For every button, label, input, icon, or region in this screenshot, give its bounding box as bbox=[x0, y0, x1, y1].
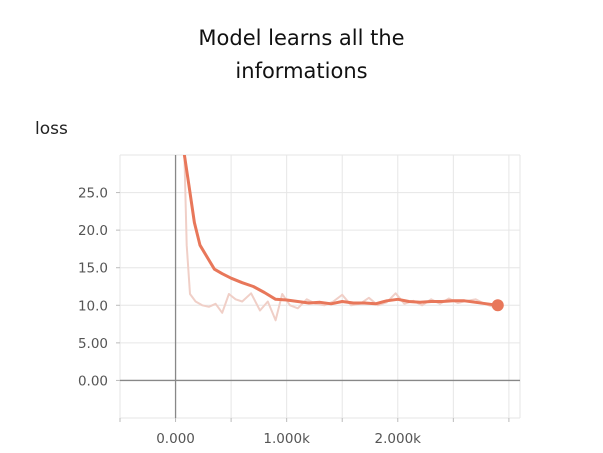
chart-title: Model learns all the informations bbox=[0, 22, 603, 88]
y-tick-label: 10.0 bbox=[78, 298, 108, 314]
y-tick-label: 20.0 bbox=[78, 223, 108, 239]
grid bbox=[119, 154, 521, 419]
y-tick-label: 0.00 bbox=[78, 373, 108, 389]
tick-labels: 0.00 5.00 10.0 15.0 20.0 25.0 0.000 1.000k 2.000… bbox=[78, 186, 421, 447]
loss-label: loss bbox=[35, 119, 68, 139]
smoothed-loss-line bbox=[182, 155, 500, 307]
axes bbox=[116, 155, 520, 422]
y-tick-label: 15.0 bbox=[78, 261, 108, 277]
chart-title-line-2: informations bbox=[235, 59, 368, 83]
x-tick-label: 2.000k bbox=[375, 431, 422, 447]
y-tick-label: 25.0 bbox=[78, 186, 108, 202]
series bbox=[182, 155, 504, 322]
y-tick-label: 5.00 bbox=[78, 336, 108, 352]
x-tick-label: 0.000 bbox=[156, 431, 195, 447]
last-point-marker bbox=[491, 299, 504, 312]
x-tick-label: 1.000k bbox=[263, 431, 310, 447]
chart-title-line-1: Model learns all the bbox=[198, 26, 405, 50]
